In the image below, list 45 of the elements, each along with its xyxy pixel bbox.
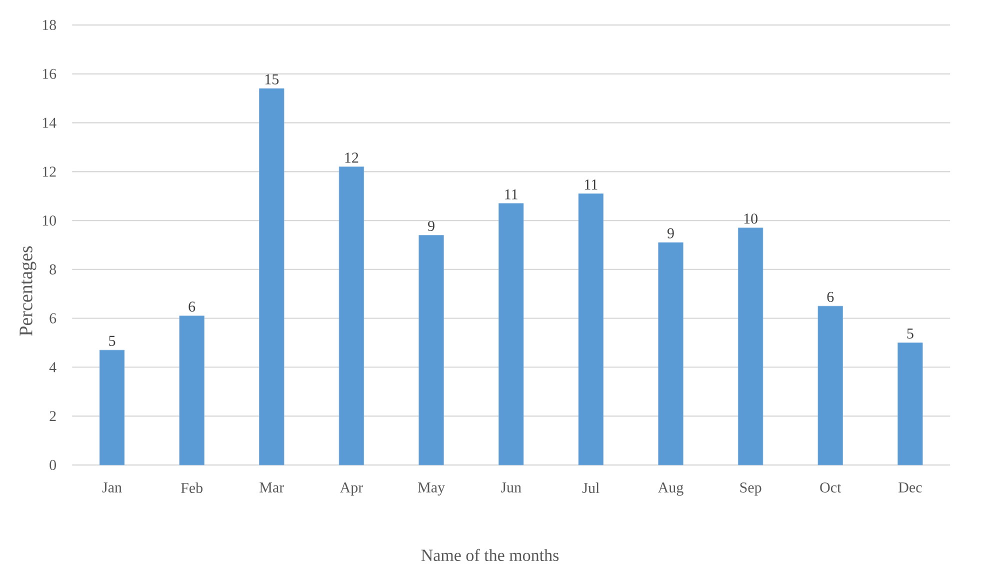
data-label: 6 (827, 292, 834, 302)
y-tick-label: 6 (50, 313, 56, 324)
y-tick-label: 18 (42, 20, 56, 30)
x-tick-label: Sep (740, 482, 762, 496)
x-tick-label: Jun (500, 482, 522, 492)
data-label: 11 (505, 189, 518, 200)
x-tick-label: Jul (582, 482, 600, 494)
y-axis-title: Percentages (20, 246, 36, 336)
x-tick-label: Feb (181, 482, 202, 494)
bar (818, 306, 843, 466)
y-tick-label: 14 (42, 118, 56, 128)
bar (498, 203, 524, 466)
y-tick-label: 4 (49, 362, 56, 372)
y-tick-label: 16 (42, 68, 56, 79)
data-label: 6 (188, 302, 196, 312)
bar (179, 316, 204, 466)
x-tick-label: Mar (260, 482, 284, 492)
y-tick-label: 12 (42, 166, 56, 177)
bar (738, 228, 764, 466)
x-axis-title: Name of the months (421, 548, 559, 562)
bar (99, 350, 125, 466)
y-tick-label: 10 (42, 215, 56, 226)
bar (259, 88, 284, 466)
x-tick-label: Dec (898, 482, 922, 492)
data-label: 5 (109, 336, 116, 346)
data-label: 11 (585, 180, 598, 190)
y-tick-label: 2 (50, 411, 56, 422)
bar (658, 242, 684, 466)
x-tick-label: Jan (102, 482, 122, 492)
y-tick-label: 0 (50, 460, 56, 470)
data-label: 10 (744, 214, 758, 224)
data-label: 5 (907, 328, 914, 339)
x-tick-label: Oct (820, 482, 842, 493)
bar (578, 193, 604, 466)
data-label: 12 (345, 152, 358, 163)
data-label: 15 (265, 74, 279, 84)
bar (898, 342, 923, 466)
bar (418, 235, 444, 466)
data-label: 9 (667, 228, 674, 238)
bar (338, 166, 364, 466)
y-tick-label: 8 (50, 264, 56, 274)
x-tick-label: Aug (658, 482, 684, 496)
data-label: 9 (428, 220, 434, 232)
x-tick-label: Apr (340, 482, 363, 496)
x-tick-label: May (418, 482, 445, 496)
